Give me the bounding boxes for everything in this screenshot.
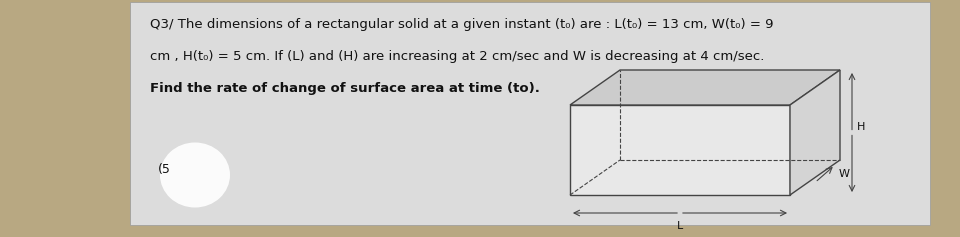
Text: Find the rate of change of surface area at time (to).: Find the rate of change of surface area … bbox=[150, 82, 540, 95]
Text: Q3/ The dimensions of a rectangular solid at a given instant (t₀) are : L(t₀) = : Q3/ The dimensions of a rectangular soli… bbox=[150, 18, 774, 31]
Text: L: L bbox=[677, 221, 684, 231]
FancyBboxPatch shape bbox=[130, 2, 930, 225]
Text: W: W bbox=[839, 169, 850, 179]
Ellipse shape bbox=[160, 142, 230, 208]
Polygon shape bbox=[570, 105, 790, 195]
Text: H: H bbox=[857, 123, 865, 132]
Text: cm , H(t₀) = 5 cm. If (L) and (H) are increasing at 2 cm/sec and W is decreasing: cm , H(t₀) = 5 cm. If (L) and (H) are in… bbox=[150, 50, 764, 63]
Text: (5: (5 bbox=[158, 163, 171, 176]
Polygon shape bbox=[790, 70, 840, 195]
Polygon shape bbox=[570, 70, 840, 105]
